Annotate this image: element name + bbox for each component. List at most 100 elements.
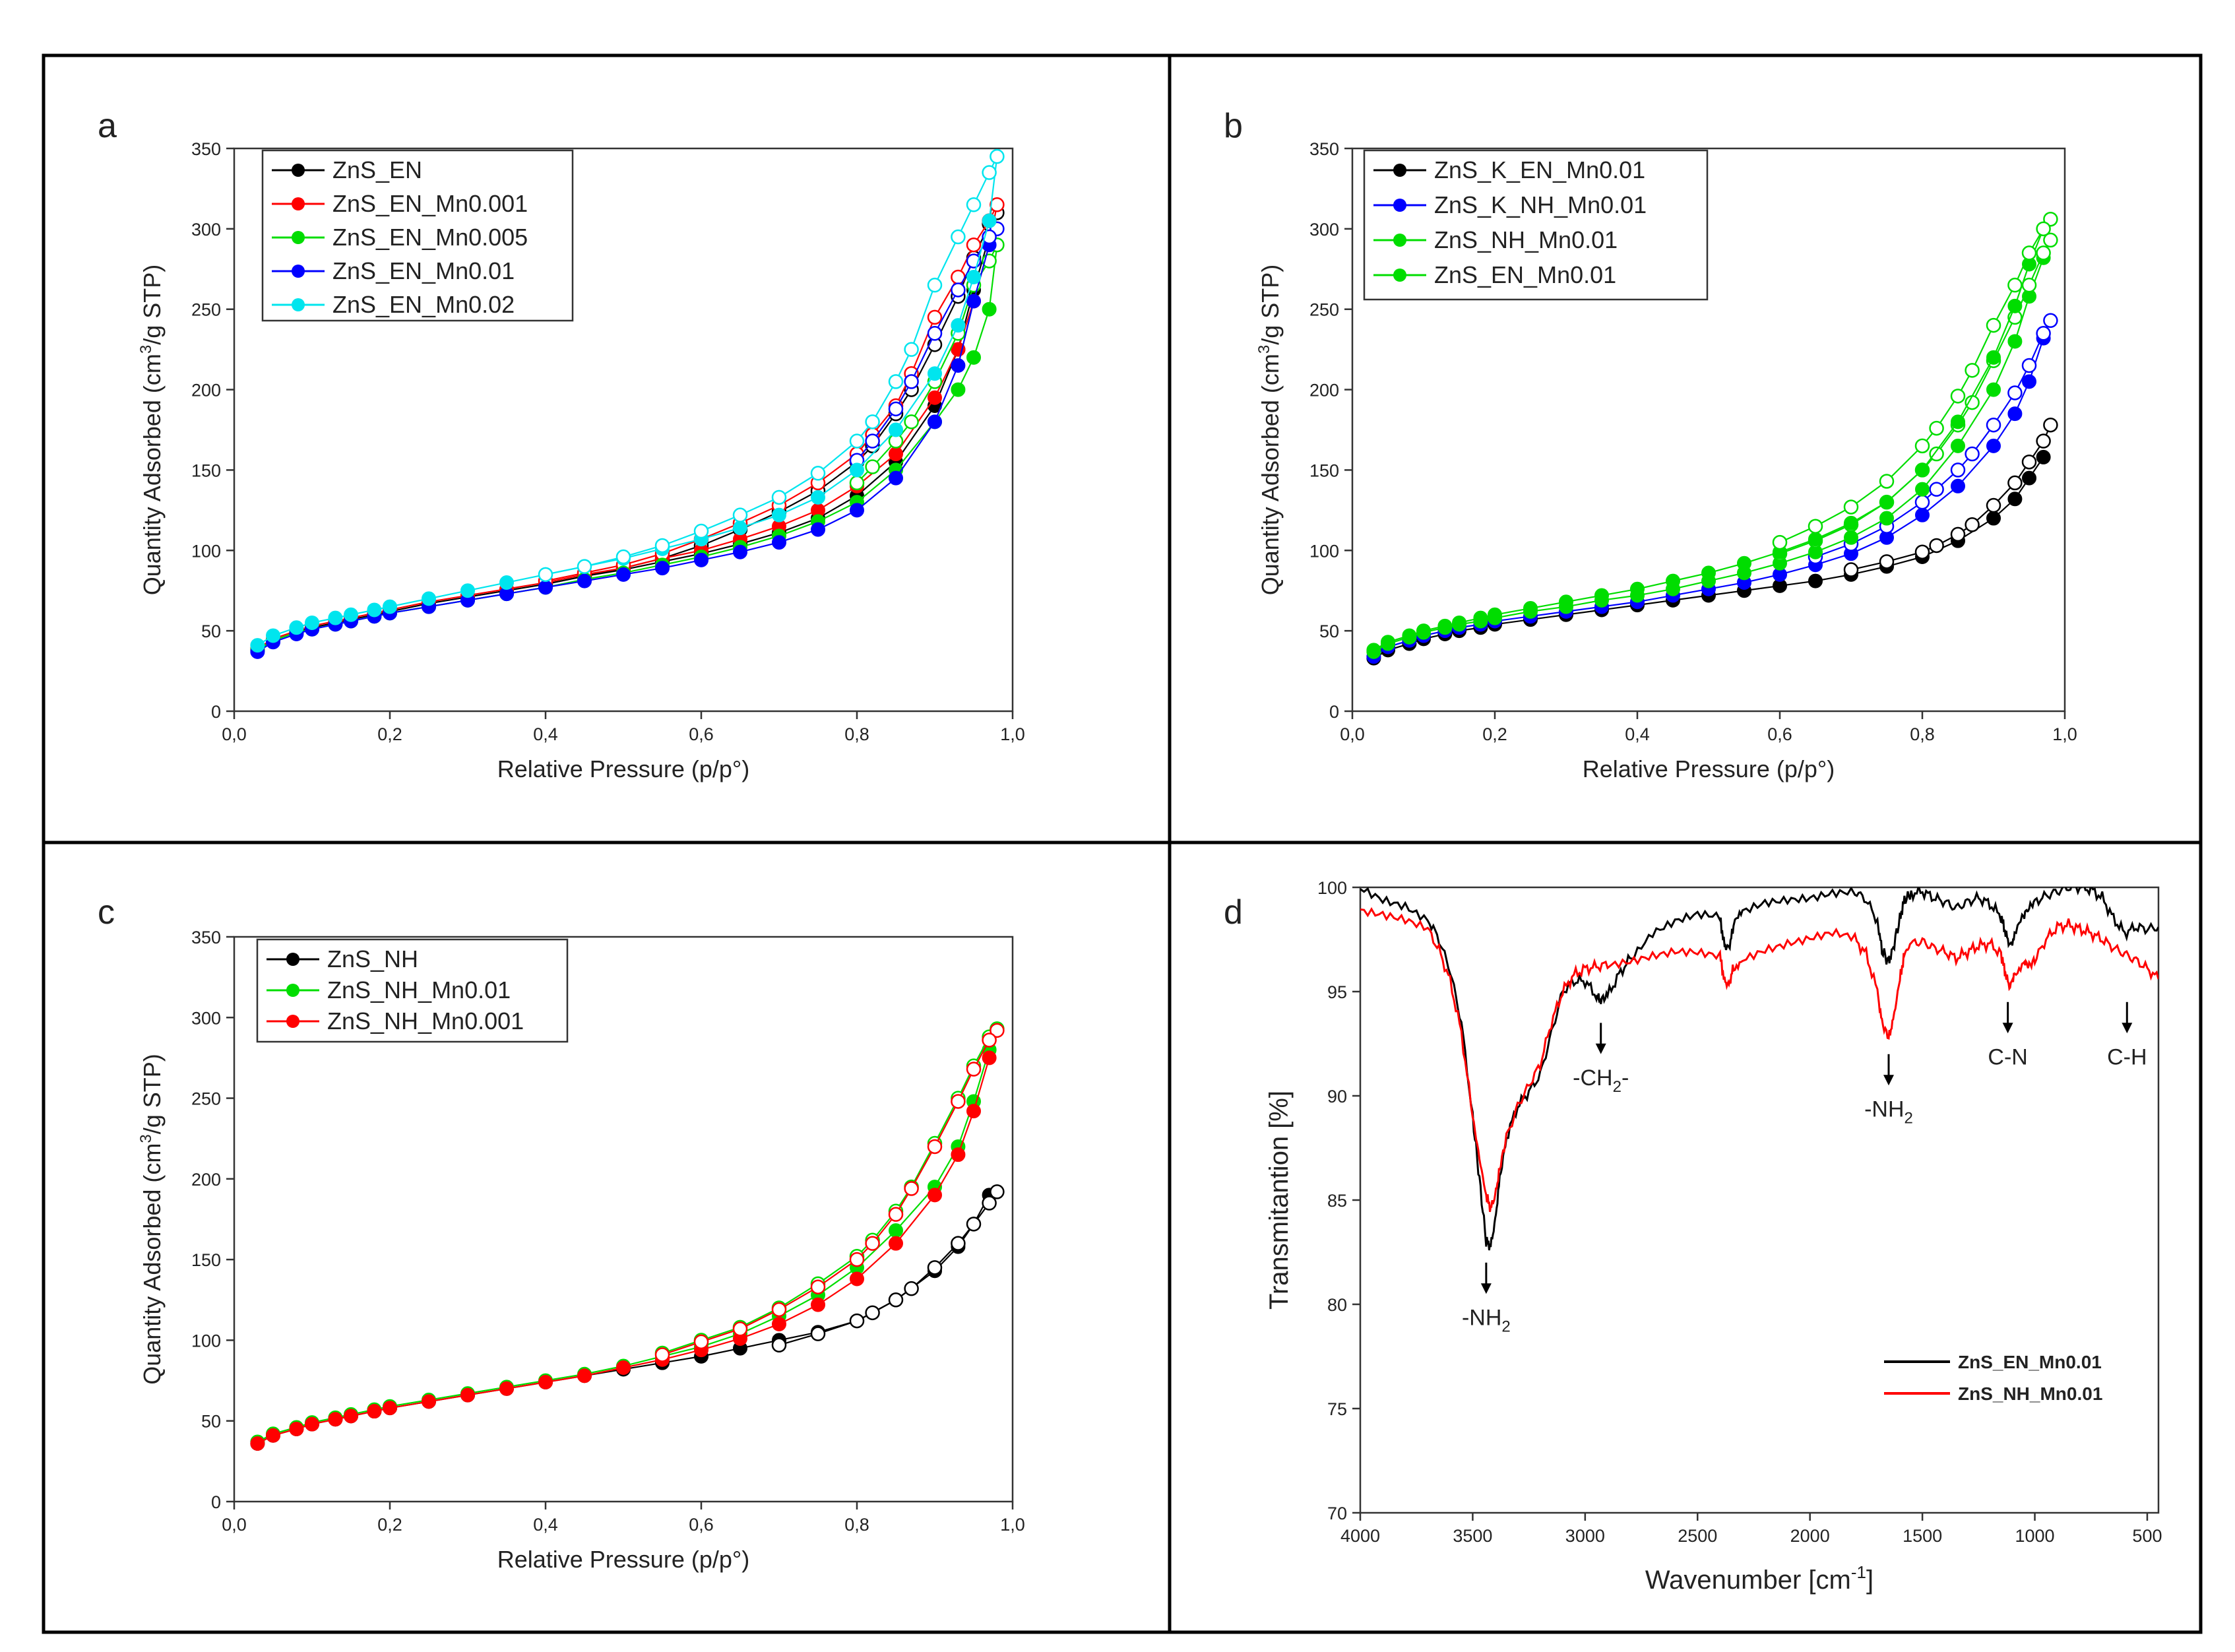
- desorption-point: [966, 1217, 982, 1232]
- peak-annotation: C-H: [2107, 1001, 2147, 1070]
- adsorption-point: [951, 358, 966, 373]
- x-tick-label: 0,6: [689, 1515, 714, 1535]
- y-tick-label: 250: [191, 300, 221, 320]
- adsorption-point: [1879, 495, 1894, 510]
- desorption-point: [1879, 474, 1895, 489]
- adsorption-point: [889, 470, 903, 486]
- desorption-point: [927, 1260, 943, 1275]
- adsorption-point: [1416, 623, 1431, 639]
- y-tick-label: 75: [1327, 1399, 1347, 1419]
- panel-label: a: [98, 107, 117, 145]
- y-tick-label: 300: [191, 1008, 221, 1028]
- adsorption-point: [1402, 628, 1417, 643]
- desorption-point: [810, 466, 826, 481]
- adsorption-point: [250, 638, 265, 653]
- legend-label: ZnS_NH_Mn0.01: [1434, 226, 1618, 253]
- x-tick-label: 0,8: [844, 724, 869, 744]
- adsorption-point: [982, 1050, 997, 1065]
- desorption-point: [982, 1032, 997, 1048]
- desorption-point: [2021, 358, 2037, 373]
- y-tick-label: 0: [211, 702, 221, 722]
- adsorption-point: [1452, 615, 1466, 630]
- adsorption-point: [733, 521, 747, 536]
- legend-label: ZnS_NH_Mn0.01: [1958, 1383, 2102, 1404]
- y-tick-label: 350: [1309, 139, 1339, 159]
- x-tick-label: 0,4: [1625, 724, 1650, 744]
- panel-label: b: [1224, 107, 1243, 145]
- adsorption-point: [1701, 565, 1716, 581]
- legend-label: ZnS_K_EN_Mn0.01: [1434, 156, 1645, 183]
- legend-label: ZnS_K_NH_Mn0.01: [1434, 191, 1647, 218]
- adsorption-point: [1986, 438, 2001, 453]
- y-tick-label: 50: [201, 621, 221, 641]
- panel-c: c 0,0 0,2 0,4 0,6 0,8 1,0 0 50 100 150 200 250 300 350…: [98, 893, 1025, 1573]
- adsorption-point: [305, 1416, 319, 1432]
- desorption-point: [771, 490, 787, 505]
- adsorption-point: [2022, 374, 2036, 389]
- desorption-point: [1929, 538, 1944, 554]
- desorption-point: [951, 1094, 966, 1109]
- x-tick-label: 0,2: [1482, 724, 1507, 744]
- y-tick-label: 70: [1327, 1504, 1347, 1523]
- desorption-point: [1965, 395, 1980, 410]
- legend-swatch-marker: [1393, 269, 1406, 282]
- adsorption-point: [1951, 438, 1965, 453]
- legend-label: ZnS_NH_Mn0.01: [327, 976, 511, 1003]
- x-tick-label: 3000: [1565, 1526, 1605, 1546]
- x-tick-label: 2500: [1678, 1526, 1717, 1546]
- plot-frame: [233, 147, 1014, 713]
- adsorption-point: [1951, 478, 1965, 493]
- desorption-point: [927, 1139, 943, 1155]
- adsorption-point: [250, 1436, 265, 1451]
- legend: ZnS_K_EN_Mn0.01 ZnS_K_NH_Mn0.01 ZnS_NH_Mn0…: [1363, 149, 1709, 301]
- legend: ZnS_EN_Mn0.01 ZnS_NH_Mn0.01: [1884, 1352, 2102, 1404]
- adsorption-point: [889, 1223, 903, 1238]
- x-tick-label: 4000: [1340, 1526, 1380, 1546]
- desorption-point: [2043, 232, 2058, 248]
- desorption-point: [865, 414, 880, 429]
- annotation-label: -NH2: [1864, 1097, 1913, 1128]
- y-tick-label: 50: [201, 1412, 221, 1432]
- adsorption-point: [928, 1188, 942, 1203]
- desorption-point: [1986, 417, 2001, 433]
- adsorption-point: [367, 1404, 382, 1419]
- adsorption-point: [1630, 581, 1645, 596]
- desorption-point: [1914, 494, 1930, 510]
- ir-spectrum-ZnS_EN_Mn0.01: [1360, 887, 2158, 1251]
- legend-swatch-marker: [292, 265, 305, 278]
- adsorption-point: [1951, 414, 1965, 429]
- adsorption-point: [577, 1368, 592, 1383]
- legend-label: ZnS_NH_Mn0.001: [327, 1007, 524, 1034]
- adsorption-point: [2007, 406, 2023, 422]
- legend-swatch-marker: [292, 197, 305, 210]
- adsorption-point: [538, 1375, 553, 1390]
- adsorption-point: [811, 1297, 825, 1312]
- desorption-point: [1808, 519, 1823, 534]
- desorption-point: [951, 1236, 966, 1251]
- adsorption-point: [928, 390, 942, 405]
- desorption-point: [927, 326, 943, 341]
- y-tick-label: 85: [1327, 1191, 1347, 1211]
- adsorption-point: [850, 503, 864, 518]
- x-tick-label: 0,0: [222, 1515, 247, 1535]
- desorption-point: [2036, 245, 2051, 261]
- desorption-point: [990, 197, 1005, 212]
- adsorption-point: [1915, 462, 1930, 478]
- desorption-point: [654, 538, 670, 554]
- x-tick-label: 1000: [2015, 1526, 2054, 1546]
- x-tick-label: 0,4: [533, 724, 558, 744]
- peak-annotation: -CH2-: [1573, 1023, 1629, 1096]
- annotation-arrow-head: [1883, 1075, 1894, 1086]
- desorption-point: [865, 1236, 880, 1251]
- adsorption-point: [1523, 601, 1538, 616]
- y-axis-label: Quantity Adsorbed (cm3/g STP): [137, 1054, 166, 1385]
- desorption-point: [888, 401, 904, 417]
- adsorption-point: [383, 1401, 397, 1416]
- y-tick-label: 300: [1309, 220, 1339, 239]
- legend-label: ZnS_EN_Mn0.001: [332, 190, 528, 217]
- desorption-point: [904, 374, 919, 389]
- desorption-point: [904, 342, 919, 357]
- x-tick-label: 1,0: [1000, 724, 1025, 744]
- adsorption-point: [344, 1409, 358, 1424]
